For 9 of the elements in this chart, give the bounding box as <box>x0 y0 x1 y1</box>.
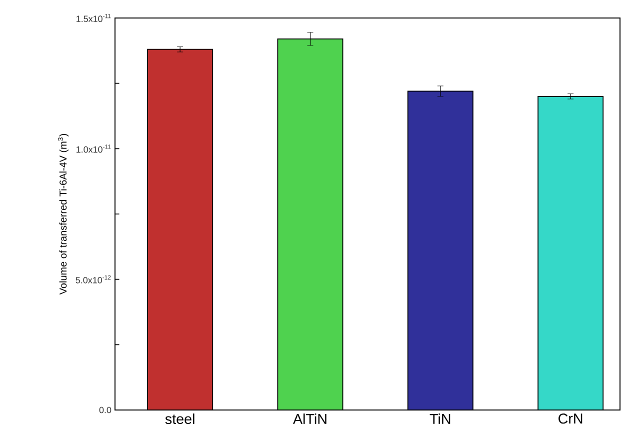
x-tick-label: steel <box>165 414 194 424</box>
y-tick-label: 0.0 <box>99 406 112 414</box>
y-tick-label: 1.0x10$^{-11}$ <box>76 144 111 153</box>
y-tick-label: 1.5x10$^{-11}$ <box>76 14 111 22</box>
x-tick-label: CrN <box>558 414 582 424</box>
x-tick-label: AlTiN <box>293 414 326 424</box>
x-tick-label: TiN <box>430 414 450 424</box>
y-tick-label: 5.0x10$^{-12}$ <box>76 275 111 284</box>
y-axis-title: Volume of transferred Ti-6Al-4V (m$^{3}$) <box>58 134 69 295</box>
